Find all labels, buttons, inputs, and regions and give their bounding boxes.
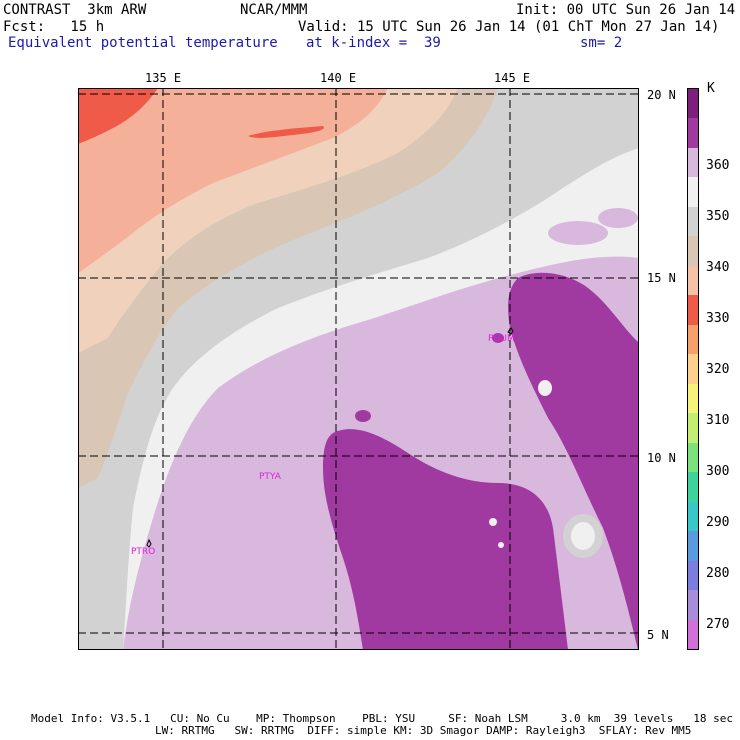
- colorbar-segment: [688, 442, 698, 473]
- lat-label-20: 20 N: [647, 88, 676, 102]
- colorbar-segment: [688, 472, 698, 503]
- field-peach-band: [78, 88, 388, 273]
- colorbar-unit: K: [707, 81, 715, 96]
- smoothing: sm= 2: [580, 35, 623, 51]
- valid-time: Valid: 15 UTC Sun 26 Jan 14 (01 ChT Mon …: [298, 19, 720, 35]
- lon-label-145: 145 E: [494, 71, 531, 85]
- colorbar-segment: [688, 177, 698, 208]
- station-pgum: PGUM: [488, 334, 515, 344]
- colorbar-label-350: 350: [706, 209, 730, 224]
- station-ptro: PTRO: [131, 547, 155, 557]
- colorbar-segment: [688, 206, 698, 237]
- colorbar-segment: [688, 89, 698, 119]
- model-info-line2: LW: RRTMG SW: RRTMG DIFF: simple KM: 3D …: [155, 724, 692, 737]
- graticule: [78, 88, 639, 650]
- station-ptya: PTYA: [259, 472, 282, 482]
- colorbar-label-320: 320: [706, 362, 730, 377]
- lat-label-5: 5 N: [647, 628, 669, 642]
- lon-label-135: 135 E: [145, 71, 182, 85]
- colorbar-segment: [688, 295, 698, 326]
- colorbar-label-290: 290: [706, 515, 730, 530]
- k-index: at k-index = 39: [306, 35, 441, 51]
- colorbar: [687, 88, 699, 650]
- lat-label-10: 10 N: [647, 451, 676, 465]
- init-time: Init: 00 UTC Sun 26 Jan 14: [516, 2, 736, 18]
- colorbar-segment: [688, 324, 698, 355]
- colorbar-segment: [688, 501, 698, 532]
- colorbar-segment: [688, 383, 698, 414]
- model-title: CONTRAST 3km ARW: [3, 2, 147, 18]
- colorbar-segment: [688, 590, 698, 621]
- colorbar-label-280: 280: [706, 566, 730, 581]
- field-name: Equivalent potential temperature: [8, 35, 278, 51]
- colorbar-segment: [688, 236, 698, 267]
- island-guam: [507, 327, 514, 335]
- colorbar-segment: [688, 531, 698, 562]
- field-purple-east: [508, 272, 639, 650]
- institution-label: NCAR/MMM: [240, 2, 308, 18]
- theta-e-map: PGUM PTYA PTRO: [78, 88, 639, 650]
- colorbar-segment: [688, 147, 698, 178]
- colorbar-label-330: 330: [706, 311, 730, 326]
- lon-label-140: 140 E: [320, 71, 357, 85]
- field-purple-south: [323, 429, 568, 650]
- field-red-corner: [78, 88, 158, 144]
- colorbar-label-270: 270: [706, 617, 730, 632]
- colorbar-label-360: 360: [706, 158, 730, 173]
- colorbar-segment: [688, 265, 698, 296]
- lat-label-15: 15 N: [647, 271, 676, 285]
- colorbar-segment: [688, 413, 698, 444]
- model-info-line1: Model Info: V3.5.1 CU: No Cu MP: Thompso…: [31, 712, 733, 725]
- forecast-hour: Fcst: 15 h: [3, 19, 105, 35]
- island-palau: [146, 538, 152, 548]
- colorbar-label-340: 340: [706, 260, 730, 275]
- map-border: [78, 88, 639, 650]
- colorbar-label-310: 310: [706, 413, 730, 428]
- colorbar-label-300: 300: [706, 464, 730, 479]
- colorbar-segment: [688, 560, 698, 591]
- colorbar-segment: [688, 619, 698, 650]
- colorbar-segment: [688, 118, 698, 149]
- colorbar-segment: [688, 354, 698, 385]
